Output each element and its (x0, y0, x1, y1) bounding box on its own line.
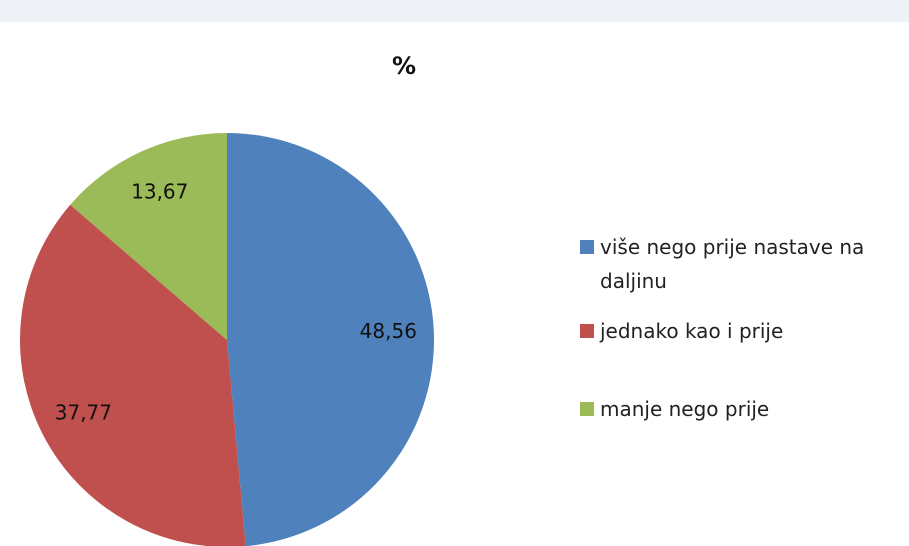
pie-slice (70, 133, 227, 340)
pie-slice (20, 204, 246, 546)
legend-label: manje nego prije (600, 397, 770, 421)
legend-item: jednako kao i prije (580, 314, 900, 348)
chart-title: % (392, 52, 416, 80)
data-label: 48,56 (360, 319, 417, 343)
legend-label: jednako kao i prije (600, 319, 784, 343)
pie-slice (227, 133, 434, 546)
top-band (0, 0, 909, 22)
data-label: 37,77 (55, 400, 112, 424)
legend-label: više nego prije nastave na daljinu (600, 235, 865, 293)
data-label: 13,67 (131, 180, 188, 204)
legend-swatch (580, 402, 594, 416)
legend-swatch (580, 240, 594, 254)
legend-swatch (580, 324, 594, 338)
legend-item: više nego prije nastave na daljinu (580, 230, 900, 298)
legend-item: manje nego prije (580, 392, 900, 426)
